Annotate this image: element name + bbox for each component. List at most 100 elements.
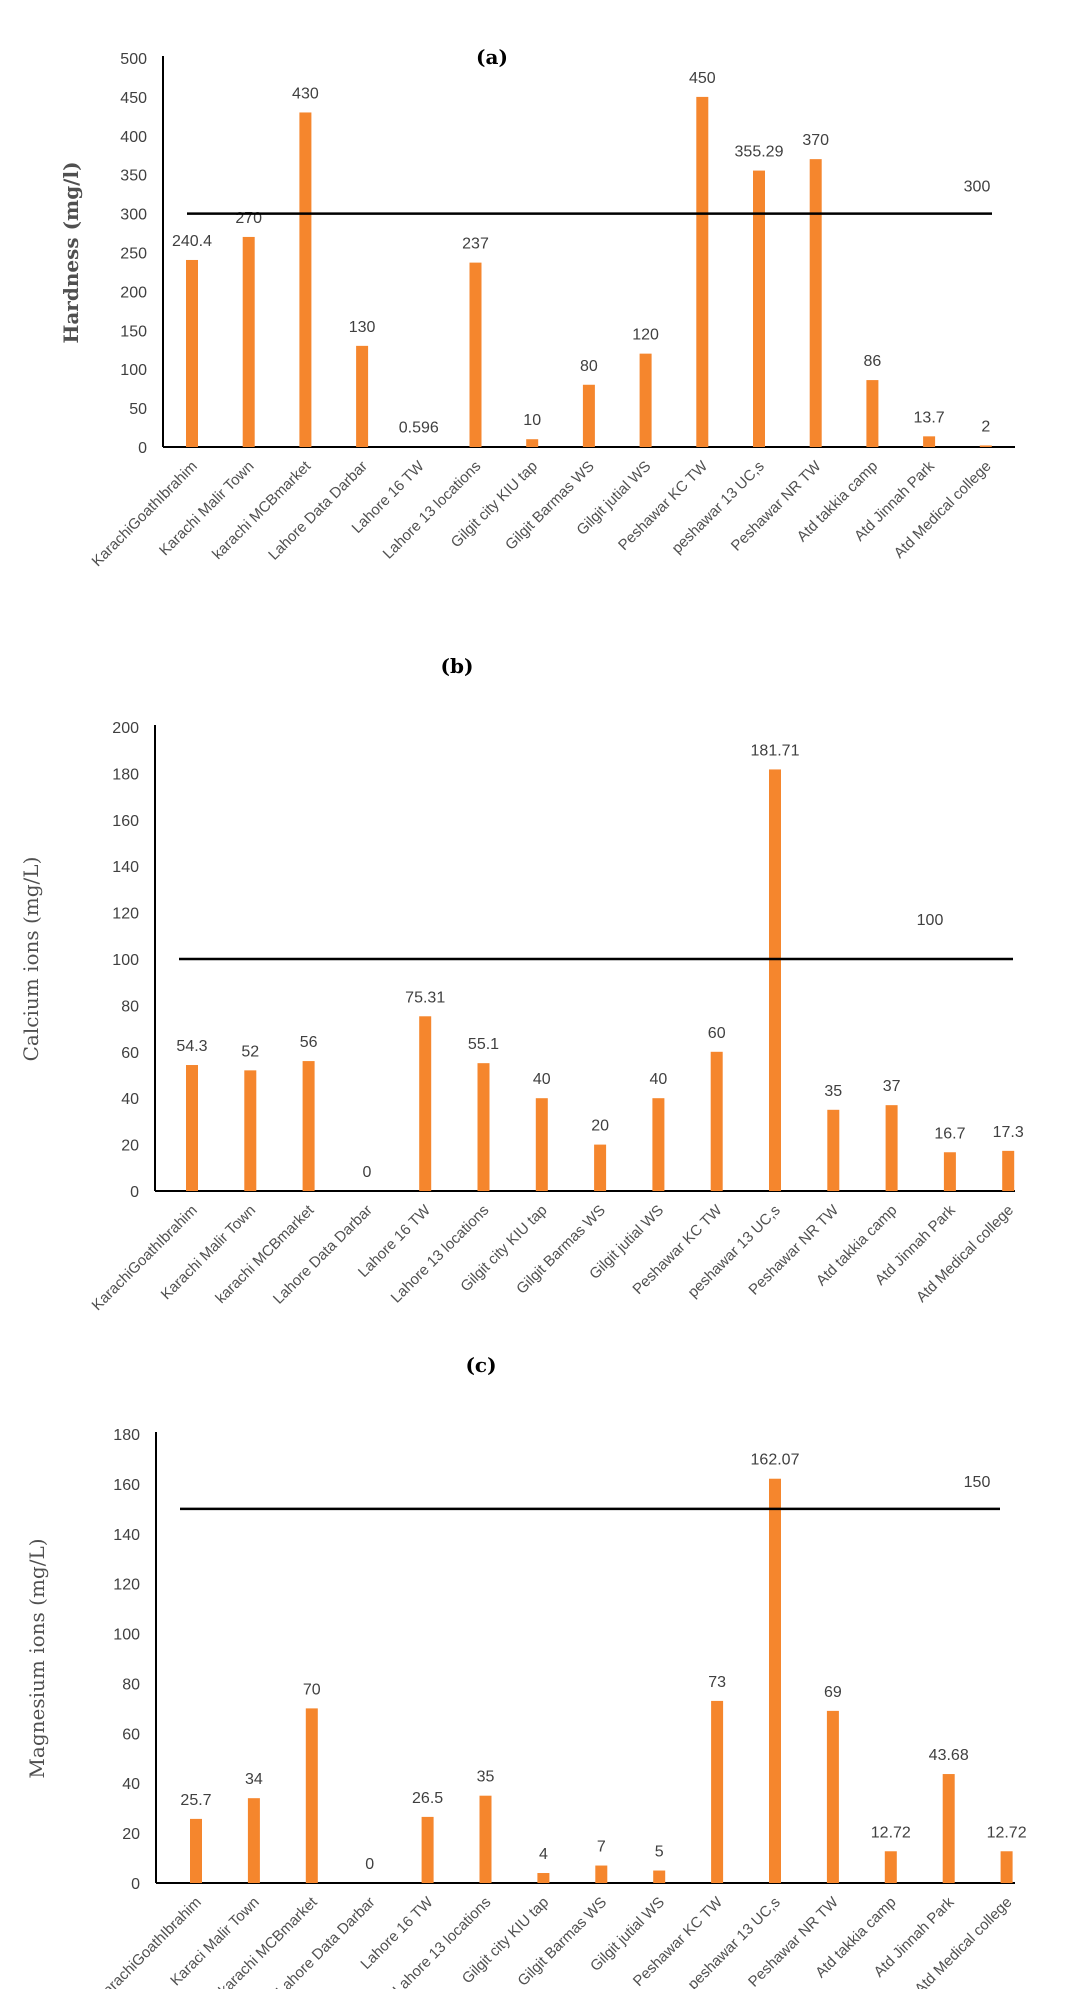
data-label: 40 xyxy=(533,1071,551,1088)
y-tick-label: 100 xyxy=(113,1627,140,1644)
data-label: 240.4 xyxy=(172,233,212,250)
category-label: Lahore 13 locations xyxy=(380,458,485,563)
data-label: 162.07 xyxy=(751,1452,800,1469)
data-label: 43.68 xyxy=(929,1747,969,1764)
bar xyxy=(190,1818,202,1883)
y-tick-label: 50 xyxy=(129,401,147,418)
y-tick-label: 80 xyxy=(122,1676,140,1693)
category-label: KarachiGoathIbrahim xyxy=(89,458,201,570)
bar xyxy=(582,384,595,447)
data-label: 4 xyxy=(539,1846,548,1863)
y-tick-label: 180 xyxy=(112,766,139,783)
y-tick-label: 350 xyxy=(120,168,147,185)
category-label: Atd Medical college xyxy=(891,458,995,562)
bar xyxy=(302,1061,315,1191)
data-label: 34 xyxy=(245,1771,263,1788)
category-label: Karachi Malir Town xyxy=(156,458,257,559)
bar xyxy=(479,1795,492,1883)
data-label: 237 xyxy=(462,236,489,253)
y-tick-label: 40 xyxy=(122,1776,140,1793)
data-label: 10 xyxy=(523,412,541,429)
category-label: Lahore 13 locations xyxy=(388,1202,493,1307)
data-label: 69 xyxy=(824,1684,842,1701)
data-label: 37 xyxy=(883,1078,901,1095)
bar xyxy=(942,1774,955,1883)
data-label: 0 xyxy=(365,1856,374,1873)
category-label: Atd Medical college xyxy=(911,1894,1015,1989)
y-tick-label: 0 xyxy=(138,440,147,457)
category-label: KarachiGoathIbrahim xyxy=(89,1202,201,1314)
data-label: 0.596 xyxy=(399,420,439,437)
data-label: 17.3 xyxy=(993,1124,1024,1141)
data-label: 20 xyxy=(591,1118,609,1135)
data-label: 73 xyxy=(708,1674,726,1691)
y-tick-label: 400 xyxy=(120,129,147,146)
bar xyxy=(244,1070,257,1191)
bar xyxy=(711,1700,724,1883)
bar xyxy=(827,1109,840,1191)
data-label: 26.5 xyxy=(412,1790,443,1807)
data-label: 355.29 xyxy=(735,144,784,161)
data-label: 60 xyxy=(708,1025,726,1042)
data-label: 70 xyxy=(303,1681,321,1698)
y-tick-label: 40 xyxy=(121,1091,139,1108)
bar xyxy=(421,1816,434,1883)
bar xyxy=(186,259,198,447)
data-label: 370 xyxy=(802,132,829,149)
bar xyxy=(305,1708,318,1883)
bar xyxy=(186,1065,198,1191)
bar xyxy=(1002,1150,1015,1191)
data-label: 75.31 xyxy=(405,989,445,1006)
data-label: 0 xyxy=(362,1164,371,1181)
bar xyxy=(943,1152,956,1191)
y-tick-label: 100 xyxy=(120,362,147,379)
y-tick-label: 160 xyxy=(113,1477,140,1494)
bar xyxy=(653,1870,666,1883)
data-label: 2 xyxy=(981,418,990,435)
data-label: 52 xyxy=(241,1043,259,1060)
bar xyxy=(595,1865,608,1883)
data-label: 25.7 xyxy=(180,1792,211,1809)
data-label: 7 xyxy=(597,1839,606,1856)
y-tick-label: 200 xyxy=(112,720,139,737)
data-label: 181.71 xyxy=(751,742,800,759)
y-tick-label: 120 xyxy=(113,1577,140,1594)
chart-panel-1: (a) 0 50 100 150 200 250 300 350 400 450 500 Hardnes… xyxy=(59,45,1015,570)
bar xyxy=(769,1478,781,1883)
data-label: 16.7 xyxy=(934,1125,965,1142)
bar xyxy=(1000,1851,1013,1883)
data-label: 5 xyxy=(655,1844,664,1861)
y-tick-label: 200 xyxy=(120,284,147,301)
data-label: 430 xyxy=(292,85,319,102)
bar xyxy=(299,112,312,448)
y-tick-label: 180 xyxy=(113,1427,140,1444)
y-tick-label: 300 xyxy=(120,207,147,224)
bar xyxy=(247,1798,260,1883)
y-axis-title: Magnesium ions (mg/L) xyxy=(25,1538,49,1778)
panel-label: (c) xyxy=(465,1353,496,1377)
y-tick-label: 0 xyxy=(131,1876,140,1893)
bar xyxy=(526,439,539,447)
y-tick-label: 250 xyxy=(120,246,147,263)
y-tick-label: 60 xyxy=(121,1045,139,1062)
bar xyxy=(535,1098,548,1191)
data-label: 12.72 xyxy=(987,1824,1027,1841)
data-label: 12.72 xyxy=(871,1824,911,1841)
bar xyxy=(242,236,255,447)
y-tick-label: 150 xyxy=(120,323,147,340)
data-label: 56 xyxy=(300,1034,318,1051)
reference-line-label: 150 xyxy=(964,1474,991,1491)
y-tick-label: 20 xyxy=(121,1138,139,1155)
bar xyxy=(923,436,936,447)
data-label: 55.1 xyxy=(468,1036,499,1053)
category-label: Lahore Data Darbar xyxy=(273,1894,379,1989)
reference-line-label: 100 xyxy=(917,912,944,929)
category-label: Atd Medical college xyxy=(913,1202,1017,1306)
bar xyxy=(979,445,992,447)
bar xyxy=(710,1051,723,1191)
data-label: 80 xyxy=(580,358,598,375)
bar xyxy=(419,1016,432,1191)
bar xyxy=(469,262,482,447)
data-label: 450 xyxy=(689,70,716,87)
